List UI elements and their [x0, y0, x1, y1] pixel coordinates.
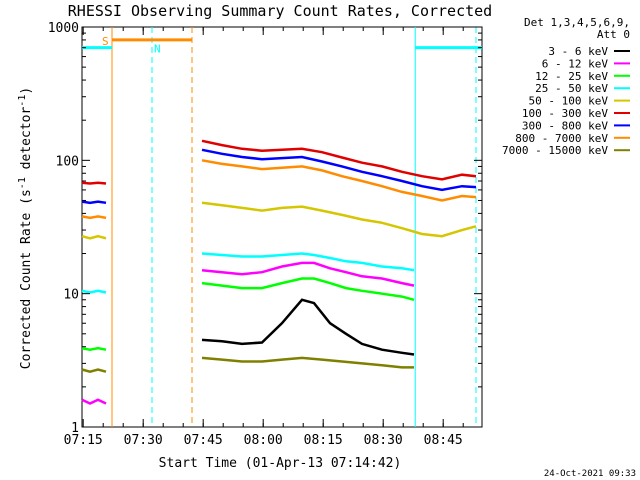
series-line-4 — [81, 234, 107, 240]
series-line-8 — [81, 368, 107, 373]
y-axis-label-close: ) — [19, 87, 34, 95]
series-lines — [81, 139, 477, 405]
y-tick-label: 1000 — [48, 21, 79, 36]
legend-entry-label: 12 - 25 keV — [535, 70, 608, 83]
night-label: N — [154, 43, 161, 56]
saa-label: S — [102, 35, 109, 48]
svg-text:Corrected Count Rate (s-1 dete: Corrected Count Rate (s-1 detector-1) — [17, 87, 35, 369]
legend-entry-label: 3 - 6 keV — [548, 45, 608, 58]
x-tick-label: 08:30 — [364, 433, 403, 448]
series-line-4 — [201, 201, 477, 238]
x-tick-label: 07:15 — [64, 433, 103, 448]
legend-header-line2: Att 0 — [597, 28, 630, 41]
series-line-2 — [201, 277, 415, 302]
legend-entry-label: 300 - 800 keV — [522, 119, 608, 132]
y-tick-label: 1 — [71, 421, 79, 436]
series-line-5 — [81, 181, 107, 185]
legend-entry-label: 7000 - 15000 keV — [502, 144, 608, 157]
axes-ticks: 07:15 07:30 07:45 08:00 08:15 08:30 08:45 1 10 10… — [48, 21, 482, 448]
x-tick-label: 07:30 — [124, 433, 163, 448]
series-line-6 — [201, 148, 477, 192]
x-tick-label: 07:45 — [184, 433, 223, 448]
x-tick-label: 08:15 — [304, 433, 343, 448]
legend-entry-label: 800 - 7000 keV — [515, 132, 608, 145]
annotation-vlines — [111, 27, 477, 427]
series-line-7 — [81, 215, 107, 220]
series-line-1 — [81, 398, 107, 405]
y-axis-label-sup2: -1 — [17, 95, 28, 107]
series-line-2 — [81, 346, 107, 351]
y-axis-label-tail: detector — [19, 107, 34, 178]
plot-frame — [81, 26, 483, 428]
x-tick-label: 08:00 — [244, 433, 283, 448]
series-line-3 — [81, 289, 107, 294]
x-axis-label: Start Time (01-Apr-13 07:14:42) — [159, 456, 402, 471]
series-line-3 — [201, 252, 415, 272]
chart-title: RHESSI Observing Summary Count Rates, Co… — [68, 2, 492, 20]
series-line-8 — [201, 356, 414, 369]
annotation-bars: SN — [82, 35, 482, 56]
y-axis-label-sup: -1 — [17, 177, 28, 189]
legend-entry-label: 25 - 50 keV — [535, 82, 608, 95]
series-line-7 — [201, 159, 477, 202]
series-line-6 — [81, 200, 107, 205]
series-line-5 — [201, 139, 477, 181]
legend-entry-label: 100 - 300 keV — [522, 107, 608, 120]
y-tick-label: 10 — [63, 288, 79, 303]
series-line-1 — [201, 261, 415, 287]
series-line-0 — [201, 298, 415, 356]
y-axis-label-main: Corrected Count Rate (s — [19, 189, 34, 369]
legend-entry-label: 6 - 12 keV — [542, 57, 609, 70]
generated-timestamp: 24-Oct-2021 09:33 — [544, 469, 636, 479]
y-tick-label: 100 — [56, 154, 79, 169]
legend-entry-label: 50 - 100 keV — [529, 95, 609, 108]
legend-header-line1: Det 1,3,4,5,6,9, — [524, 16, 630, 29]
x-tick-label: 08:45 — [424, 433, 463, 448]
y-axis-label: Corrected Count Rate (s-1 detector-1) — [17, 87, 35, 369]
